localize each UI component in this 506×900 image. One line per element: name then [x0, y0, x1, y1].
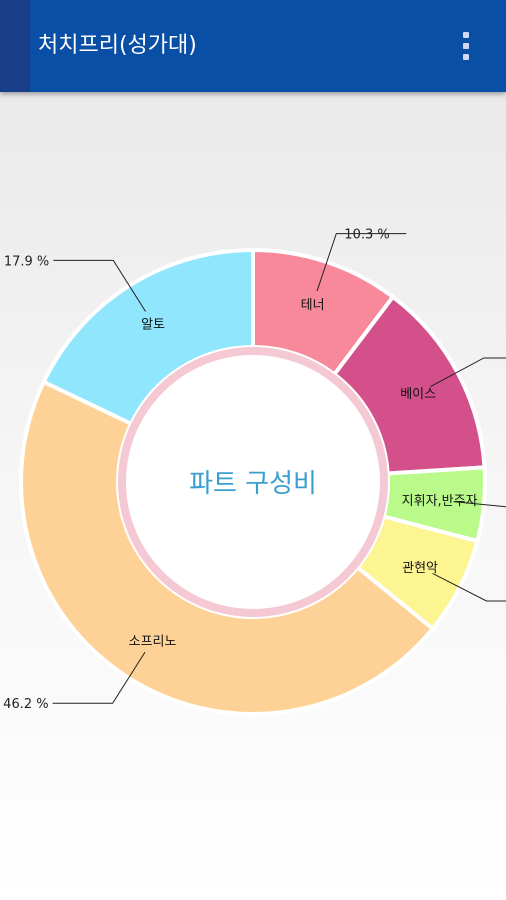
slice-category-label: 베이스 [400, 387, 436, 402]
slice-category-label: 관현악 [402, 561, 438, 576]
leader-line [52, 651, 146, 704]
app-bar-edge [0, 0, 30, 92]
leader-line [432, 573, 506, 602]
slice-value-label: 17.9 % [4, 254, 49, 269]
slice-category-label: 지휘자,반주자 [402, 494, 478, 509]
slice-value-label: 46.2 % [3, 697, 48, 712]
slice-category-label: 알토 [141, 317, 165, 332]
overflow-menu-icon[interactable] [456, 30, 476, 62]
slice-category-label: 테너 [301, 298, 325, 313]
leader-line [453, 501, 506, 508]
slice-value-label: 10.3 % [344, 228, 389, 243]
donut-slices [19, 247, 487, 716]
leader-line [430, 357, 506, 388]
leader-line [316, 233, 407, 292]
app-title: 처치프리(성가대) [38, 33, 197, 58]
center-hole [126, 355, 380, 609]
app-bar: 처치프리(성가대) [0, 0, 506, 92]
slice-category-label: 소프리노 [129, 634, 177, 649]
leader-line [53, 259, 146, 312]
center-label: 파트 구성비 [189, 469, 317, 499]
